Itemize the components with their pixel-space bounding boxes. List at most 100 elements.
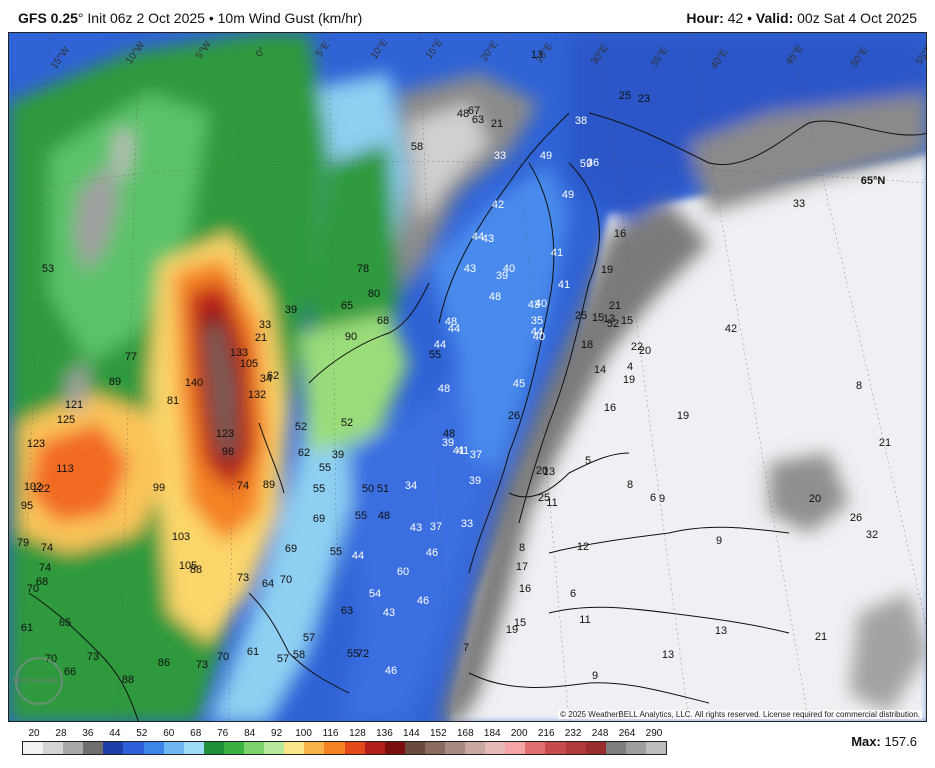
gust-value-label: 62 bbox=[266, 370, 280, 382]
gust-value-label: 43 bbox=[463, 263, 477, 275]
latitude-label: 65°N bbox=[860, 175, 886, 187]
gust-value-label: 69 bbox=[284, 543, 298, 555]
hour-value: 42 bbox=[727, 10, 744, 26]
gust-value-label: 11 bbox=[546, 497, 558, 509]
gust-value-label: 39 bbox=[331, 449, 345, 461]
legend-color-swatch bbox=[244, 742, 265, 754]
gust-value-label: 45 bbox=[512, 378, 526, 390]
gust-value-label: 9 bbox=[715, 535, 723, 547]
gust-value-label: 26 bbox=[507, 410, 521, 422]
gust-value-label: 20 bbox=[638, 345, 652, 357]
gust-value-label: 132 bbox=[247, 389, 267, 401]
gust-value-label: 43 bbox=[409, 522, 423, 534]
gust-value-label: 52 bbox=[340, 417, 354, 429]
valid-label: Valid: bbox=[755, 10, 794, 26]
gust-value-label: 40 bbox=[502, 263, 516, 275]
chart-header-right: Hour: 42 • Valid: 00z Sat 4 Oct 2025 bbox=[686, 10, 917, 26]
gust-value-label: 70 bbox=[216, 651, 230, 663]
gust-value-label: 70 bbox=[26, 583, 40, 595]
gust-value-label: 98 bbox=[221, 446, 235, 458]
legend-tick-label: 290 bbox=[645, 728, 663, 739]
gust-value-label: 6 bbox=[569, 588, 577, 600]
legend-color-swatch bbox=[264, 742, 285, 754]
gust-value-label: 34 bbox=[404, 480, 418, 492]
field-name: 10m Wind Gust (km/hr) bbox=[217, 10, 363, 26]
gust-value-label: 21 bbox=[608, 300, 622, 312]
gust-value-label: 65 bbox=[58, 617, 72, 629]
legend-tick-label: 20 bbox=[28, 728, 40, 739]
legend-color-swatch bbox=[465, 742, 486, 754]
land-low-wind bbox=[449, 153, 926, 721]
gust-value-label: 105 bbox=[239, 358, 259, 370]
gust-value-label: 22 bbox=[630, 341, 644, 353]
gust-value-label: 8 bbox=[626, 479, 634, 491]
gust-value-label: 41 bbox=[452, 445, 466, 457]
gust-value-label: 13 bbox=[661, 649, 675, 661]
gust-value-label: 68 bbox=[35, 576, 49, 588]
map-fields-svg bbox=[9, 33, 926, 721]
gust-value-label: 48 bbox=[442, 428, 456, 440]
legend-color-swatch bbox=[364, 742, 385, 754]
legend-color-swatch bbox=[83, 742, 104, 754]
gust-value-label: 81 bbox=[166, 395, 180, 407]
gust-value-label: 43 bbox=[527, 299, 541, 311]
gust-value-label: 55 bbox=[329, 546, 343, 558]
gust-value-label: 64 bbox=[261, 578, 275, 590]
init-time: Init 06z 2 Oct 2025 bbox=[87, 10, 205, 26]
legend-tick-label: 216 bbox=[537, 728, 555, 739]
gust-value-label: 19 bbox=[600, 264, 614, 276]
gust-value-label: 13 bbox=[542, 466, 556, 478]
legend-color-swatch bbox=[505, 742, 526, 754]
gust-value-label: 33 bbox=[792, 198, 806, 210]
gust-value-label: 44 bbox=[471, 231, 485, 243]
gust-value-label: 72 bbox=[356, 648, 370, 660]
gust-value-label: 37 bbox=[429, 521, 443, 533]
gust-value-label: 61 bbox=[246, 646, 260, 658]
gust-value-label: 68 bbox=[376, 315, 390, 327]
gust-value-label: 77 bbox=[124, 351, 138, 363]
legend-tick-label: 44 bbox=[109, 728, 121, 739]
legend-tick-label: 28 bbox=[55, 728, 67, 739]
gust-value-label: 61 bbox=[20, 622, 34, 634]
gust-value-label: 46 bbox=[416, 595, 430, 607]
wind-gust-map: 53 77 89 121 125 123 113 102 122 95 79 74 74 68 70 61 65… bbox=[8, 32, 927, 722]
gust-value-label: 16 bbox=[603, 402, 617, 414]
gust-value-label: 125 bbox=[56, 414, 76, 426]
gust-value-label: 7 bbox=[462, 642, 470, 654]
legend-color-swatch bbox=[203, 742, 224, 754]
gust-value-label: 15 bbox=[620, 315, 634, 327]
gust-value-label: 50 bbox=[361, 483, 375, 495]
gust-value-label: 57 bbox=[302, 632, 316, 644]
legend-color-swatch bbox=[565, 742, 586, 754]
legend-tick-label: 116 bbox=[322, 728, 339, 739]
gust-value-label: 12 bbox=[576, 541, 590, 553]
gust-value-label: 36 bbox=[586, 157, 600, 169]
gust-value-label: 20 bbox=[808, 493, 822, 505]
gust-value-label: 41 bbox=[456, 445, 470, 457]
gust-value-label: 113 bbox=[56, 463, 74, 475]
gust-value-label: 41 bbox=[557, 279, 571, 291]
copyright-notice: © 2025 WeatherBELL Analytics, LLC. All r… bbox=[558, 710, 922, 719]
gust-value-label: 39 bbox=[284, 304, 298, 316]
gust-value-label: 23 bbox=[637, 93, 651, 105]
legend-color-swatch bbox=[525, 742, 546, 754]
legend-tick-label: 232 bbox=[564, 728, 582, 739]
header-separator-2: • bbox=[747, 10, 752, 26]
gust-value-label: 42 bbox=[491, 199, 505, 211]
gust-value-label: 55 bbox=[428, 349, 442, 361]
gust-value-label: 16 bbox=[518, 583, 532, 595]
gust-value-label: 16 bbox=[613, 228, 627, 240]
gust-value-label: 17 bbox=[515, 561, 529, 573]
legend-color-swatch bbox=[103, 742, 124, 754]
legend-color-swatch bbox=[123, 742, 144, 754]
legend-color-swatch bbox=[183, 742, 204, 754]
gust-value-label: 63 bbox=[471, 114, 485, 126]
gust-value-label: 5 bbox=[584, 455, 592, 467]
legend-color-swatch bbox=[625, 742, 646, 754]
legend-tick-labels: 20 28 36 44 52 60 68 76 84 92 100 116 128 136 144 152 16… bbox=[22, 728, 667, 741]
gust-value-label: 11 bbox=[579, 614, 591, 626]
gust-value-label: 48 bbox=[488, 291, 502, 303]
legend-color-swatch bbox=[404, 742, 425, 754]
weatherbell-watermark-logo: WEATHERBELL bbox=[13, 657, 65, 705]
legend-color-swatch bbox=[43, 742, 64, 754]
